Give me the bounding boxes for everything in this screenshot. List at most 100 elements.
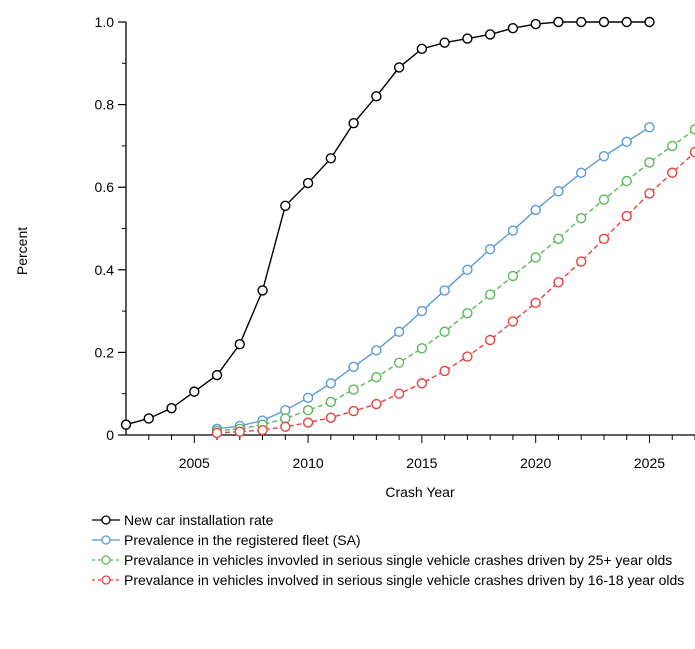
data-point xyxy=(393,326,405,337)
series-line xyxy=(217,151,695,434)
legend-item: Prevalance in vehicles invovled in serio… xyxy=(90,550,690,570)
data-point xyxy=(302,177,314,189)
data-point xyxy=(621,136,632,147)
data-point xyxy=(576,167,587,178)
data-point xyxy=(507,22,519,34)
x-tick-label: 2005 xyxy=(179,455,210,471)
data-point xyxy=(621,16,632,28)
legend-label: Prevalance in vehicles invovled in serio… xyxy=(124,552,673,568)
y-tick-label: 0.8 xyxy=(95,97,115,113)
data-point xyxy=(416,305,428,317)
data-point xyxy=(371,398,382,410)
data-point xyxy=(644,188,655,199)
data-point xyxy=(484,243,496,255)
data-point xyxy=(325,412,337,423)
data-point xyxy=(371,371,382,383)
data-point xyxy=(553,276,564,288)
data-point xyxy=(530,18,541,30)
data-point xyxy=(507,316,519,327)
series-4 xyxy=(211,146,695,439)
data-point xyxy=(416,343,428,354)
legend-item: Prevalance in vehicles involved in serio… xyxy=(90,570,690,590)
legend-label: Prevalence in the registered fleet (SA) xyxy=(124,532,361,548)
data-point xyxy=(211,369,223,381)
data-point xyxy=(302,392,314,404)
x-axis-label: Crash Year xyxy=(385,484,455,500)
data-point xyxy=(348,384,359,395)
data-point xyxy=(576,16,587,28)
data-point xyxy=(234,338,246,350)
data-point xyxy=(576,256,587,267)
data-point xyxy=(416,378,428,389)
data-point xyxy=(644,122,655,133)
data-point xyxy=(530,204,541,216)
data-point xyxy=(302,417,314,428)
y-tick-label: 1.0 xyxy=(95,14,115,30)
y-tick-label: 0.2 xyxy=(95,344,115,360)
legend-swatch xyxy=(92,555,120,565)
legend-swatch xyxy=(92,535,120,545)
data-point xyxy=(211,427,223,439)
data-point xyxy=(576,212,587,224)
data-point xyxy=(462,351,473,362)
data-point xyxy=(621,210,632,222)
data-point xyxy=(348,405,359,417)
data-point xyxy=(644,157,655,168)
legend-swatch xyxy=(92,515,120,525)
data-point xyxy=(598,194,610,205)
data-point xyxy=(644,16,655,28)
data-point xyxy=(348,117,359,129)
legend-label: New car installation rate xyxy=(124,512,274,528)
data-point xyxy=(143,413,154,424)
data-point xyxy=(325,153,337,164)
data-point xyxy=(462,264,473,275)
legend-item: Prevalence in the registered fleet (SA) xyxy=(90,530,690,550)
legend-swatch-marker xyxy=(101,535,111,545)
data-point xyxy=(553,16,564,28)
series-line xyxy=(216,128,695,432)
y-axis-label: Percent xyxy=(14,227,30,275)
data-point xyxy=(325,378,337,389)
data-point xyxy=(621,175,632,187)
data-point xyxy=(667,140,678,152)
legend-swatch xyxy=(92,575,120,585)
legend-swatch-marker xyxy=(101,515,111,525)
data-point xyxy=(507,270,519,282)
data-point xyxy=(462,307,473,319)
data-point xyxy=(689,124,695,135)
data-point xyxy=(553,186,564,197)
data-point xyxy=(234,426,246,437)
data-point xyxy=(462,33,473,44)
data-point xyxy=(166,402,177,414)
y-tick-label: 0.6 xyxy=(95,179,115,195)
data-point xyxy=(530,297,541,309)
data-point xyxy=(484,289,496,300)
x-tick-label: 2010 xyxy=(293,455,324,471)
series-1 xyxy=(120,16,655,430)
legend-label: Prevalance in vehicles involved in serio… xyxy=(124,572,685,588)
data-point xyxy=(507,225,519,236)
data-point xyxy=(598,233,610,245)
legend-swatch-marker xyxy=(101,575,111,585)
data-point xyxy=(667,167,678,178)
data-point xyxy=(484,29,496,40)
y-tick-label: 0.4 xyxy=(95,262,115,278)
data-point xyxy=(530,252,541,263)
legend-item: New car installation rate xyxy=(90,510,690,530)
series-2 xyxy=(211,122,655,435)
data-point xyxy=(348,361,359,373)
data-point xyxy=(598,151,610,162)
data-point xyxy=(439,365,450,377)
data-point xyxy=(189,386,200,397)
data-point xyxy=(553,233,564,245)
data-point xyxy=(393,388,405,399)
y-tick-label: 0 xyxy=(106,427,114,443)
x-tick-label: 2015 xyxy=(406,455,437,471)
data-point xyxy=(371,91,382,102)
data-point xyxy=(484,334,496,346)
series-3 xyxy=(211,124,695,437)
data-point xyxy=(416,43,428,55)
data-point xyxy=(439,326,450,337)
x-tick-label: 2025 xyxy=(634,455,665,471)
